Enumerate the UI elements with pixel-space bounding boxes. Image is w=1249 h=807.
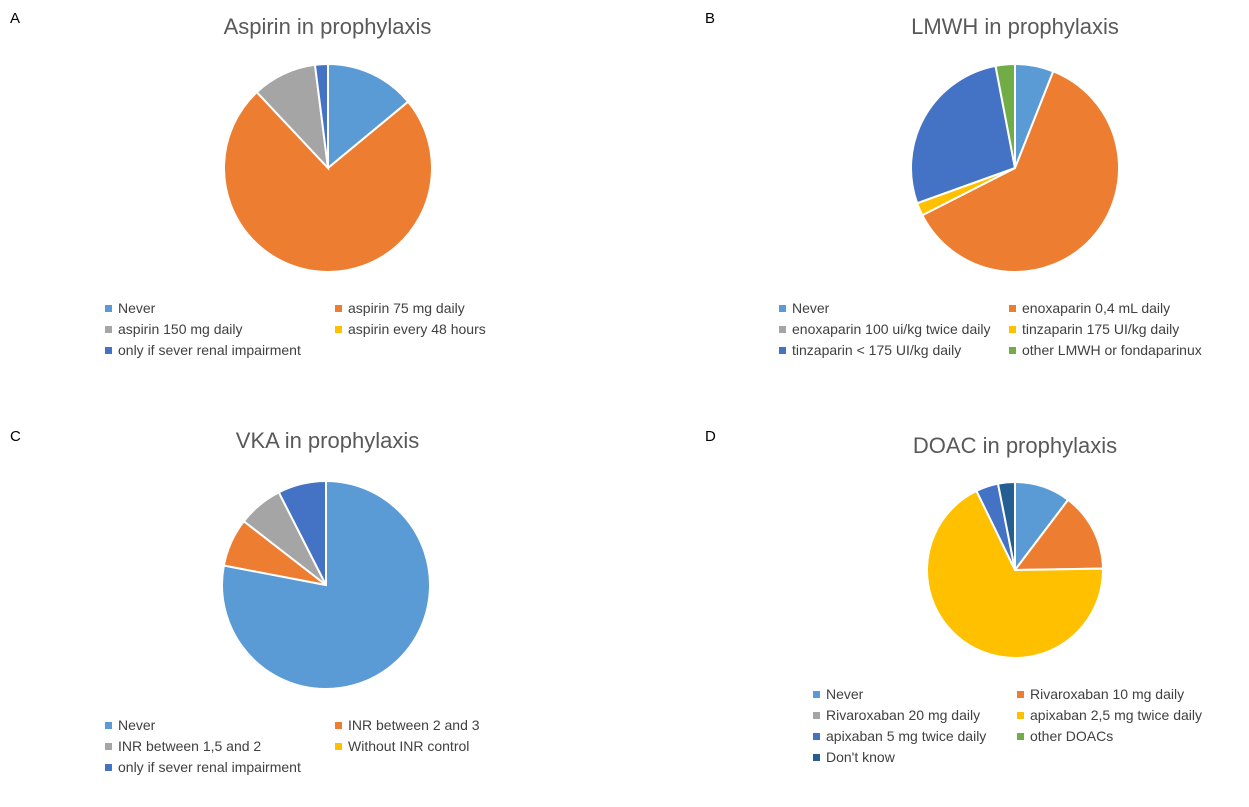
legend-item-don-t-know: Don't know bbox=[813, 749, 895, 765]
legend-item-apixaban-2-5-mg-twice-daily: apixaban 2,5 mg twice daily bbox=[1017, 707, 1202, 723]
legend-item-enoxaparin-0-4-ml-daily: enoxaparin 0,4 mL daily bbox=[1009, 300, 1170, 316]
legend-swatch bbox=[105, 742, 112, 750]
legend-item-without-inr-control: Without INR control bbox=[335, 738, 469, 754]
pie-chart bbox=[910, 62, 1120, 273]
legend-label: INR between 1,5 and 2 bbox=[118, 738, 262, 754]
legend-swatch bbox=[779, 325, 786, 333]
legend-label: enoxaparin 0,4 mL daily bbox=[1022, 300, 1171, 316]
pie-slice-apixaban-2-5-mg-twice-daily bbox=[926, 489, 1104, 659]
legend-swatch bbox=[105, 763, 112, 771]
legend-label: only if sever renal impairment bbox=[118, 759, 301, 775]
legend-swatch bbox=[1017, 690, 1024, 698]
legend-label: Never bbox=[118, 300, 156, 316]
legend-label: enoxaparin 100 ui/kg twice daily bbox=[792, 321, 991, 337]
legend-swatch bbox=[1009, 325, 1016, 333]
legend-item-aspirin-every-48-hours: aspirin every 48 hours bbox=[335, 321, 486, 337]
legend-label: aspirin 75 mg daily bbox=[348, 300, 465, 316]
legend-item-enoxaparin-100-ui-kg-twice-daily: enoxaparin 100 ui/kg twice daily bbox=[779, 321, 990, 337]
legend-label: Rivaroxaban 10 mg daily bbox=[1030, 686, 1185, 702]
pie-chart bbox=[926, 480, 1105, 659]
legend-label: Don't know bbox=[826, 749, 895, 765]
legend: Never enoxaparin 0,4 mL daily enoxaparin 1… bbox=[779, 300, 1249, 390]
legend-label: Never bbox=[826, 686, 864, 702]
pie-slice-only-if-sever-renal-impairment bbox=[277, 479, 327, 586]
legend: Never INR between 2 and 3 INR between 1,5 … bbox=[105, 717, 605, 807]
legend-label: tinzaparin 175 UI/kg daily bbox=[1022, 321, 1180, 337]
legend-label: apixaban 2,5 mg twice daily bbox=[1030, 707, 1202, 723]
pie-slice-aspirin-75-mg-daily bbox=[223, 90, 433, 273]
panel-label: D bbox=[705, 428, 716, 445]
legend-item-tinzaparin-175-ui-kg-daily: tinzaparin < 175 UI/kg daily bbox=[779, 342, 961, 358]
legend-label: aspirin every 48 hours bbox=[348, 321, 486, 337]
legend-swatch bbox=[335, 742, 342, 750]
pie-slice-other-lmwh-or-fondaparinux bbox=[994, 62, 1016, 169]
panel-label: A bbox=[10, 10, 21, 27]
legend-swatch bbox=[779, 346, 786, 354]
legend-item-only-if-sever-renal-impairment: only if sever renal impairment bbox=[105, 759, 301, 775]
legend-item-tinzaparin-175-ui-kg-daily: tinzaparin 175 UI/kg daily bbox=[1009, 321, 1179, 337]
legend-item-apixaban-5-mg-twice-daily: apixaban 5 mg twice daily bbox=[813, 728, 986, 744]
legend: Never aspirin 75 mg daily aspirin 150 mg d… bbox=[105, 300, 605, 390]
pie-chart bbox=[223, 62, 433, 273]
legend-label: INR between 2 and 3 bbox=[348, 717, 480, 733]
chart-title: VKA in prophylaxis bbox=[235, 428, 420, 453]
pie-slice-never bbox=[327, 62, 410, 171]
chart-panel-d: D DOAC in prophylaxis Never Rivaroxaban 1… bbox=[625, 400, 1249, 800]
legend-item-other-doacs: other DOACs bbox=[1017, 728, 1113, 744]
chart-panel-c: C VKA in prophylaxis Never INR between 2 … bbox=[0, 400, 625, 800]
legend-item-never: Never bbox=[779, 300, 829, 316]
legend-label: tinzaparin < 175 UI/kg daily bbox=[792, 342, 962, 358]
legend-item-inr-between-2-and-3: INR between 2 and 3 bbox=[335, 717, 480, 733]
legend-swatch bbox=[1009, 346, 1016, 354]
legend-item-never: Never bbox=[105, 717, 155, 733]
legend-label: Rivaroxaban 20 mg daily bbox=[826, 707, 981, 723]
legend-swatch bbox=[105, 304, 112, 312]
legend-label: apixaban 5 mg twice daily bbox=[826, 728, 987, 744]
panel-label: C bbox=[10, 428, 21, 445]
legend-item-aspirin-75-mg-daily: aspirin 75 mg daily bbox=[335, 300, 465, 316]
pie-slice-don-t-know bbox=[996, 480, 1016, 571]
legend-label: only if sever renal impairment bbox=[118, 342, 301, 358]
legend: Never Rivaroxaban 10 mg daily Rivaroxaban … bbox=[813, 686, 1249, 798]
legend-swatch bbox=[335, 304, 342, 312]
legend-item-rivaroxaban-10-mg-daily: Rivaroxaban 10 mg daily bbox=[1017, 686, 1184, 702]
legend-swatch bbox=[105, 346, 112, 354]
legend-swatch bbox=[813, 690, 820, 698]
pie-slice-rivaroxaban-10-mg-daily bbox=[1012, 498, 1105, 572]
chart-title: LMWH in prophylaxis bbox=[911, 14, 1119, 39]
pie-slice-only-if-sever-renal-impairment bbox=[313, 62, 329, 169]
legend-swatch bbox=[105, 325, 112, 333]
legend-swatch bbox=[813, 732, 820, 740]
legend-item-other-lmwh-or-fondaparinux: other LMWH or fondaparinux bbox=[1009, 342, 1202, 358]
legend-swatch bbox=[105, 721, 112, 729]
legend-item-inr-between-1-5-and-2: INR between 1,5 and 2 bbox=[105, 738, 261, 754]
legend-label: other LMWH or fondaparinux bbox=[1022, 342, 1202, 358]
legend-label: Never bbox=[118, 717, 156, 733]
legend-swatch bbox=[335, 721, 342, 729]
legend-swatch bbox=[1009, 304, 1016, 312]
pie-slice-tinzaparin-175-ui-kg-daily bbox=[910, 64, 1017, 205]
legend-swatch bbox=[813, 711, 820, 719]
legend-swatch bbox=[813, 753, 820, 761]
legend-label: Without INR control bbox=[348, 738, 470, 754]
legend-swatch bbox=[1017, 732, 1024, 740]
legend-item-never: Never bbox=[813, 686, 863, 702]
panel-label: B bbox=[705, 10, 716, 27]
legend-swatch bbox=[779, 304, 786, 312]
legend-item-rivaroxaban-20-mg-daily: Rivaroxaban 20 mg daily bbox=[813, 707, 980, 723]
legend-item-never: Never bbox=[105, 300, 155, 316]
legend-item-only-if-sever-renal-impairment: only if sever renal impairment bbox=[105, 342, 301, 358]
chart-panel-a: A Aspirin in prophylaxis Never aspirin 75… bbox=[0, 0, 625, 400]
chart-panel-b: B LMWH in prophylaxis Never enoxaparin 0,… bbox=[625, 0, 1249, 400]
legend-item-aspirin-150-mg-daily: aspirin 150 mg daily bbox=[105, 321, 243, 337]
pie-chart bbox=[221, 479, 431, 690]
legend-label: aspirin 150 mg daily bbox=[118, 321, 243, 337]
chart-title: DOAC in prophylaxis bbox=[912, 433, 1118, 458]
legend-label: Never bbox=[792, 300, 830, 316]
legend-swatch bbox=[1017, 711, 1024, 719]
chart-title: Aspirin in prophylaxis bbox=[223, 14, 432, 39]
legend-label: other DOACs bbox=[1030, 728, 1114, 744]
legend-swatch bbox=[335, 325, 342, 333]
pie-slice-enoxaparin-0-4-ml-daily bbox=[920, 70, 1120, 273]
